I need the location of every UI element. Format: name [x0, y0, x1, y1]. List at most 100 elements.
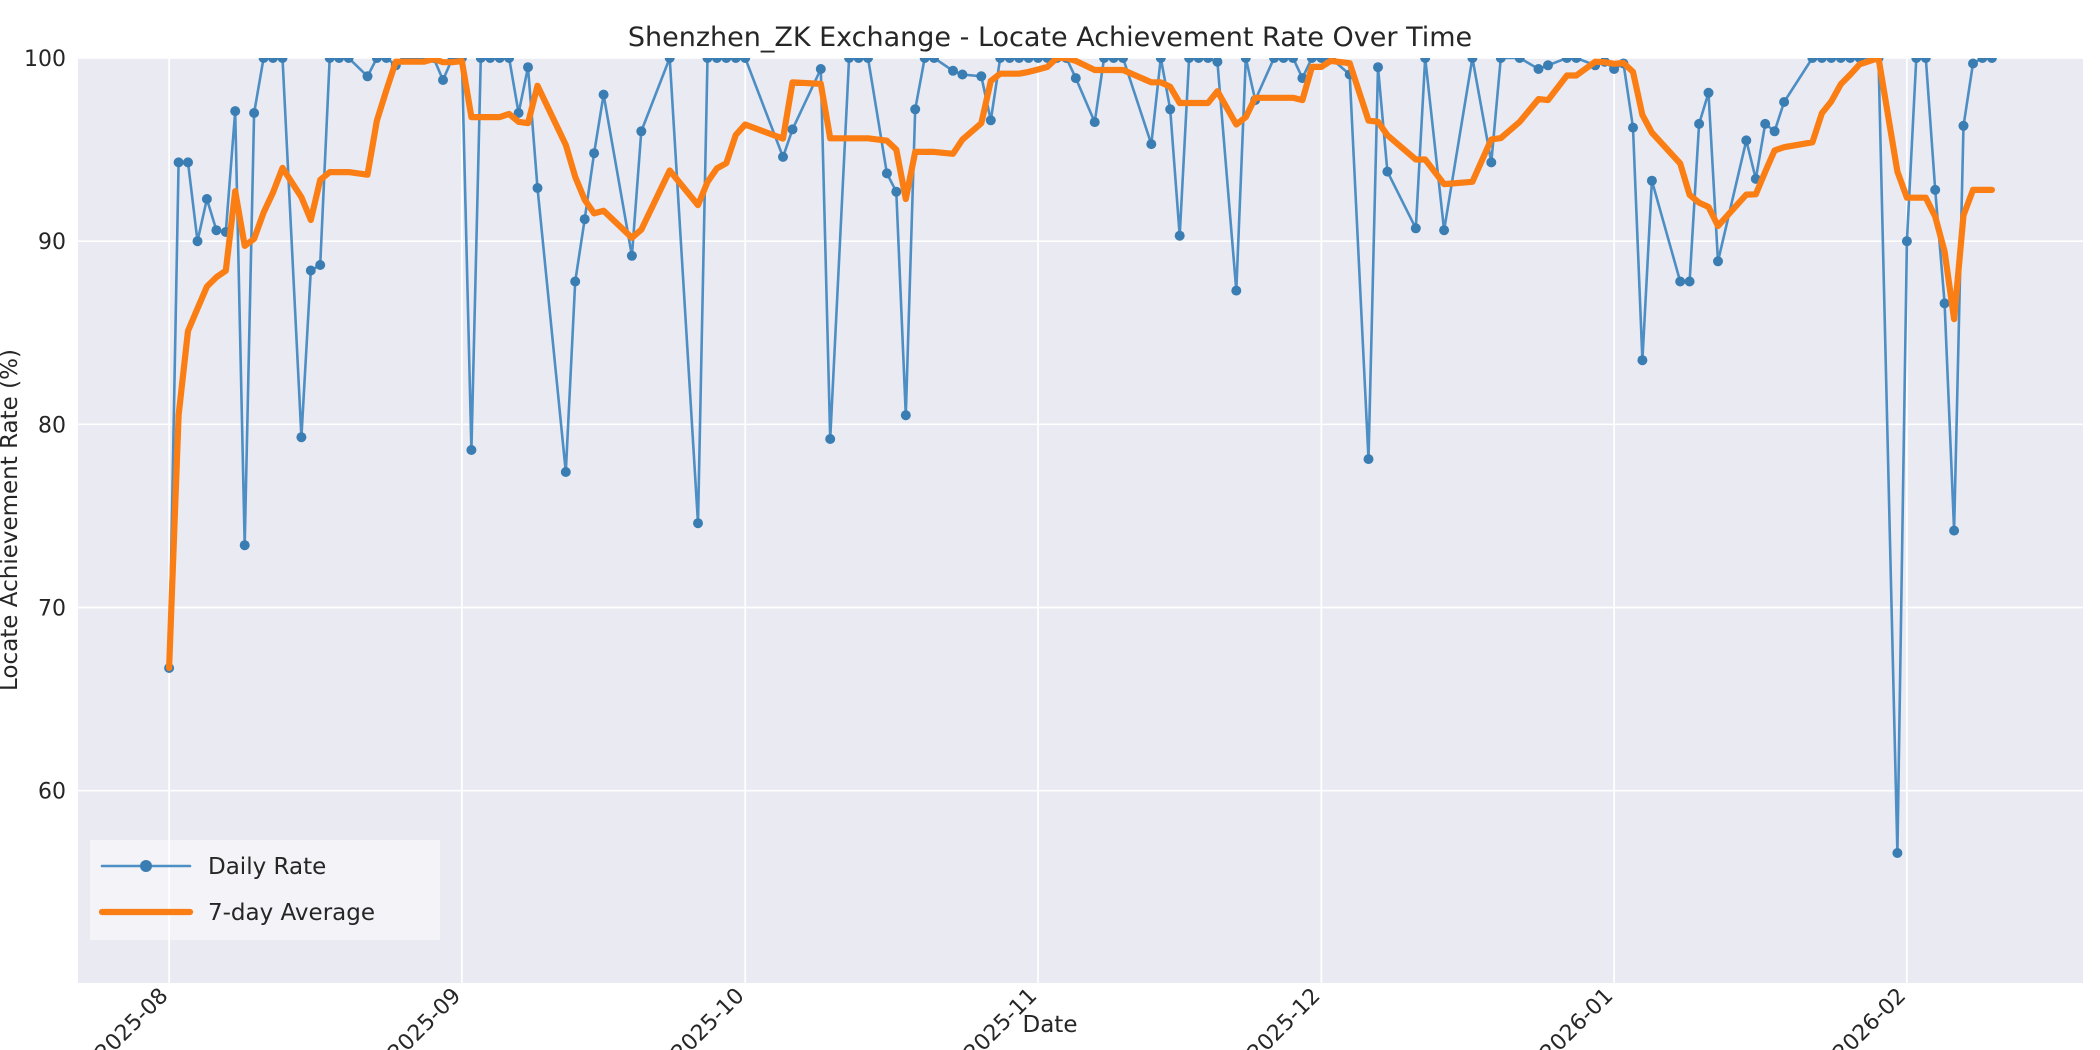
data-point-marker	[258, 58, 269, 63]
data-point-marker	[1901, 236, 1912, 247]
data-point-marker	[513, 108, 524, 118]
data-point-marker	[381, 58, 392, 63]
data-point-marker	[173, 157, 184, 168]
data-point-marker	[957, 69, 968, 80]
data-point-marker	[1930, 184, 1941, 195]
data-point-marker	[598, 89, 609, 100]
chart-title: Shenzhen_ZK Exchange - Locate Achievemen…	[627, 22, 1473, 53]
data-point-marker	[1382, 166, 1393, 177]
data-point-marker	[1184, 58, 1195, 63]
data-point-marker	[1193, 58, 1204, 63]
data-point-marker	[636, 126, 647, 137]
data-point-marker	[693, 518, 703, 529]
data-point-marker	[825, 434, 836, 444]
data-point-marker	[1023, 58, 1034, 63]
data-point-marker	[891, 186, 902, 197]
data-point-marker	[1769, 126, 1780, 137]
data-point-marker	[721, 58, 732, 63]
data-point-marker	[268, 58, 278, 63]
data-point-marker	[371, 58, 382, 63]
plot-area	[78, 58, 2083, 983]
data-point-marker	[239, 540, 250, 551]
x-tick-label: 2026-01	[1536, 984, 1619, 1050]
data-point-marker	[1713, 256, 1723, 267]
data-point-marker	[183, 157, 193, 168]
data-point-marker	[1212, 58, 1223, 67]
legend-item-7day-average: 7-day Average	[98, 900, 375, 926]
y-tick-label: 60	[38, 780, 66, 805]
data-point-marker	[1646, 175, 1657, 186]
data-point-marker	[296, 432, 307, 443]
data-point-marker	[1514, 58, 1525, 63]
plot-content	[164, 58, 1997, 858]
data-point-marker	[589, 148, 600, 159]
x-tick-label: 2026-02	[1828, 984, 1911, 1050]
data-point-marker	[985, 115, 996, 126]
data-point-marker	[362, 71, 373, 82]
data-point-marker	[1420, 58, 1431, 63]
data-point-marker	[1014, 58, 1025, 63]
data-point-marker	[1977, 58, 1988, 63]
data-point-marker	[1306, 58, 1317, 63]
data-point-marker	[249, 108, 260, 118]
x-tick-label: 2025-09	[383, 984, 466, 1050]
data-point-marker	[1231, 285, 1242, 296]
data-point-marker	[1108, 58, 1119, 63]
data-point-marker	[343, 58, 354, 63]
data-point-marker	[1816, 58, 1827, 63]
data-point-marker	[1373, 62, 1383, 73]
data-point-marker	[324, 58, 335, 63]
data-point-marker	[504, 58, 515, 63]
data-point-marker	[778, 151, 788, 162]
x-tick-label: 2025-08	[91, 984, 174, 1050]
data-point-marker	[1986, 58, 1997, 63]
grid	[78, 57, 2083, 983]
data-point-marker	[1269, 58, 1280, 63]
data-point-marker	[881, 168, 892, 179]
data-point-marker	[532, 183, 543, 193]
data-point-marker	[1561, 58, 1572, 63]
data-point-marker	[1826, 58, 1837, 63]
data-point-marker	[1089, 117, 1100, 128]
data-point-marker	[1070, 73, 1081, 84]
data-point-marker	[1118, 58, 1128, 63]
data-point-marker	[1533, 64, 1544, 74]
data-point-marker	[315, 260, 326, 270]
data-point-marker	[1203, 58, 1213, 63]
data-point-marker	[438, 75, 448, 85]
data-point-marker	[466, 445, 477, 455]
data-point-marker	[485, 58, 496, 63]
data-point-marker	[948, 65, 958, 76]
data-point-marker	[1410, 223, 1421, 234]
daily-rate-line	[167, 58, 1992, 855]
data-point-marker	[1439, 225, 1450, 236]
data-point-marker	[494, 58, 505, 63]
data-point-marker	[626, 250, 637, 261]
legend-box	[90, 840, 440, 940]
data-point-marker	[211, 225, 222, 236]
data-point-marker	[201, 194, 212, 204]
data-point-marker	[1835, 58, 1846, 63]
data-point-marker	[919, 58, 930, 63]
data-point-marker	[1240, 58, 1251, 63]
x-tick-label: 2025-10	[667, 984, 750, 1050]
data-point-marker	[702, 58, 713, 63]
legend: Daily Rate 7-day Average	[90, 840, 440, 940]
data-point-marker	[1363, 454, 1374, 465]
data-point-marker	[1968, 58, 1978, 69]
data-point-marker	[664, 58, 675, 63]
data-point-marker	[1779, 97, 1790, 107]
data-point-marker	[900, 410, 911, 421]
data-point-marker	[1958, 120, 1969, 131]
data-point-marker	[740, 58, 751, 63]
data-point-marker	[1741, 135, 1752, 146]
data-point-marker	[863, 58, 873, 63]
data-point-marker	[1467, 58, 1478, 63]
data-point-marker	[853, 58, 864, 63]
data-point-marker	[1486, 157, 1497, 168]
y-tick-label: 90	[38, 230, 66, 255]
data-point-marker	[976, 71, 987, 82]
x-tick-label: 2025-12	[1243, 984, 1326, 1050]
data-point-marker	[787, 124, 798, 135]
data-point-marker	[475, 58, 486, 63]
